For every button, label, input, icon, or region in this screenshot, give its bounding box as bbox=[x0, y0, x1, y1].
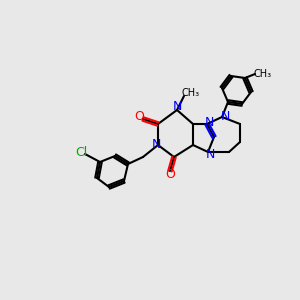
Text: O: O bbox=[165, 169, 175, 182]
Text: N: N bbox=[151, 139, 161, 152]
Text: Cl: Cl bbox=[75, 146, 87, 158]
Text: O: O bbox=[134, 110, 144, 122]
Text: N: N bbox=[220, 110, 230, 124]
Text: CH₃: CH₃ bbox=[182, 88, 200, 98]
Text: N: N bbox=[204, 116, 214, 128]
Text: CH₃: CH₃ bbox=[254, 69, 272, 79]
Text: N: N bbox=[172, 100, 182, 113]
Text: N: N bbox=[205, 148, 215, 160]
